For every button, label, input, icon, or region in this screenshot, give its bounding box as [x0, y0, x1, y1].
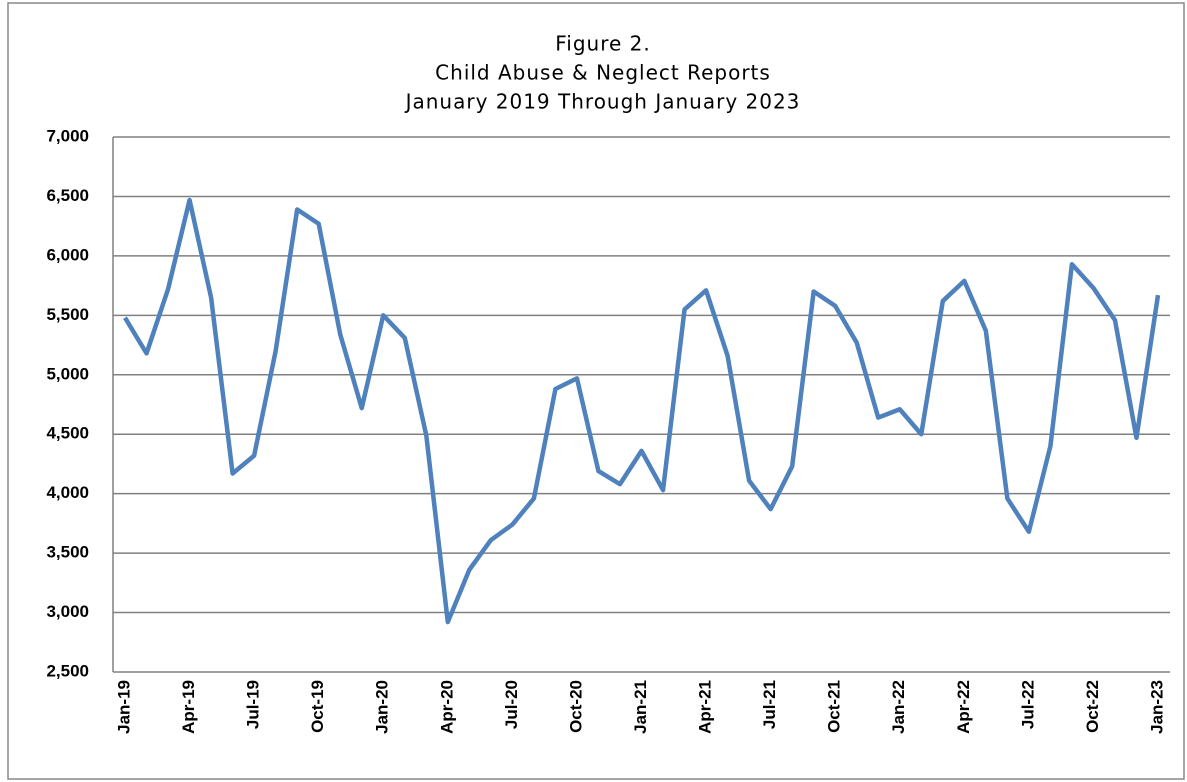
y-tick-label: 5,000 [46, 364, 89, 383]
x-tick-label: Jul-21 [760, 680, 779, 729]
x-tick-label: Apr-20 [437, 680, 456, 734]
y-tick-label: 2,500 [46, 661, 89, 680]
y-tick-label: 3,500 [46, 543, 89, 562]
chart-border [7, 2, 1185, 780]
x-tick-label: Jul-22 [1018, 680, 1037, 729]
data-line [123, 197, 1161, 625]
y-tick-label: 5,500 [46, 305, 89, 324]
x-tick-label: Jan-23 [1147, 680, 1166, 734]
x-tick-label: Oct-20 [566, 680, 585, 733]
x-tick-label: Jan-19 [114, 680, 133, 734]
x-tick-label: Jul-19 [244, 680, 263, 729]
x-tick-label: Jan-20 [373, 680, 392, 734]
chart-title: Child Abuse & Neglect Reports [435, 61, 771, 85]
y-tick-label: 4,500 [46, 424, 89, 443]
x-tick-label: Apr-22 [954, 680, 973, 734]
chart-title: Figure 2. [555, 32, 651, 56]
y-tick-label: 4,000 [46, 483, 89, 502]
x-tick-label: Oct-21 [825, 680, 844, 733]
y-tick-label: 7,000 [46, 126, 89, 145]
chart-title: January 2019 Through January 2023 [404, 90, 801, 114]
y-tick-label: 6,500 [46, 186, 89, 205]
x-tick-label: Jan-22 [889, 680, 908, 734]
x-tick-label: Jul-20 [502, 680, 521, 729]
y-tick-label: 3,000 [46, 602, 89, 621]
x-tick-label: Apr-19 [179, 680, 198, 734]
y-tick-label: 6,000 [46, 245, 89, 264]
x-tick-label: Oct-19 [308, 680, 327, 733]
x-tick-label: Apr-21 [696, 680, 715, 734]
x-tick-label: Oct-22 [1083, 680, 1102, 733]
x-tick-label: Jan-21 [631, 680, 650, 734]
